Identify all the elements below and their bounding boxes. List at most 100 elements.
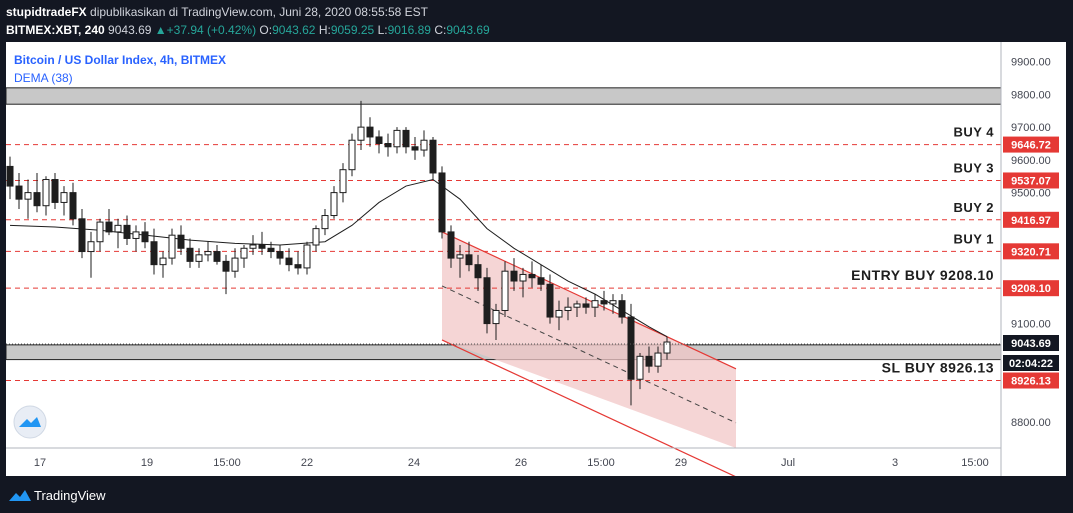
tradingview-brand[interactable]: TradingView	[34, 488, 106, 503]
candle-body	[105, 221, 113, 233]
level-price-badge	[1003, 243, 1059, 260]
y-tick-label: 9100.00	[1011, 319, 1051, 331]
candle-body	[312, 228, 320, 246]
candle-body	[555, 309, 563, 318]
candle-body	[276, 251, 284, 259]
candle-body	[240, 247, 248, 259]
candle-body	[222, 260, 230, 272]
candle-body	[24, 192, 32, 200]
channel-fill	[442, 231, 736, 448]
candle-body	[42, 179, 50, 207]
candle-body	[141, 231, 149, 243]
price-change: +37.94 (+0.42%)	[166, 23, 257, 37]
candle-body	[510, 270, 518, 282]
candle-body	[96, 221, 104, 243]
candle-body	[618, 300, 626, 318]
candle-body	[456, 254, 464, 259]
countdown-badge	[1003, 355, 1059, 371]
candle-body	[519, 273, 527, 282]
level-price-badge	[1003, 280, 1059, 297]
candle-body	[528, 273, 536, 279]
candlestick-chart[interactable]: 9900.00 9800.00 9700.00 9600.00 9500.00 9100.…	[5, 42, 1066, 478]
y-tick-label: 9600.00	[1011, 155, 1051, 167]
candle-body	[267, 247, 275, 253]
candle-body	[51, 179, 59, 203]
candle-body	[420, 139, 428, 151]
level-price-badge-text: 9208.10	[1011, 283, 1051, 295]
level-label: SL BUY 8926.13	[882, 360, 994, 376]
last-price: 9043.69	[108, 23, 152, 37]
tradingview-logo-icon[interactable]	[8, 487, 32, 503]
ohlc-legend: BITMEX:XBT, 240 9043.69 ▲+37.94 (+0.42%)…	[6, 23, 490, 37]
level-label: BUY 4	[953, 125, 994, 140]
candle-body	[195, 254, 203, 262]
candle-body	[492, 309, 500, 325]
x-tick-label: 29	[675, 457, 687, 469]
candle-body	[375, 136, 383, 145]
level-price-badge-text: 9646.72	[1011, 140, 1051, 152]
candle-body	[546, 283, 554, 318]
published-text: dipublikasikan di TradingView.com, Juni …	[90, 5, 429, 19]
candle-body	[393, 129, 401, 148]
candle-body	[69, 192, 77, 220]
x-tick-label: 15:00	[213, 457, 241, 469]
high-value: 9059.25	[330, 23, 375, 37]
symbol-label[interactable]: BITMEX:XBT, 240	[6, 23, 105, 37]
candle-body	[348, 139, 356, 171]
level-price-badge	[1003, 172, 1059, 189]
open-label: O:	[259, 23, 273, 37]
level-price-badge	[1003, 372, 1059, 389]
dema-line	[9, 178, 668, 338]
candle-body	[537, 277, 545, 285]
last-price-badge-text: 9043.69	[1011, 338, 1051, 350]
candle-body	[663, 341, 671, 354]
candle-body	[501, 270, 509, 311]
candle-body	[150, 241, 158, 266]
candle-body	[465, 254, 473, 266]
candle-body	[366, 126, 374, 138]
candle-body	[87, 241, 95, 253]
candle-body	[231, 257, 239, 272]
candle-body	[294, 264, 302, 269]
candle-body	[303, 244, 311, 269]
y-tick-label: 9800.00	[1011, 89, 1051, 101]
change-arrow-icon: ▲	[154, 23, 167, 37]
candle-body	[636, 355, 644, 380]
candle-body	[213, 251, 221, 262]
x-tick-label: 17	[34, 457, 46, 469]
candle-body	[564, 306, 572, 311]
candle-body	[114, 224, 122, 233]
candle-body	[438, 172, 446, 233]
last-price-badge	[1003, 335, 1059, 351]
candle-body	[123, 224, 131, 239]
candle-body	[132, 231, 140, 239]
footer-bar: TradingView	[0, 476, 1073, 513]
low-label: L:	[377, 23, 388, 37]
candle-body	[609, 300, 617, 305]
candle-body	[78, 218, 86, 253]
candle-body	[330, 192, 338, 217]
level-price-badge-text: 9416.97	[1011, 215, 1051, 227]
y-tick-label: 9500.00	[1011, 188, 1051, 200]
candle-body	[573, 303, 581, 308]
candle-body	[429, 139, 437, 174]
candle-body	[645, 355, 653, 367]
level-price-badge	[1003, 136, 1059, 153]
indicator-label: DEMA (38)	[14, 71, 73, 85]
chart-area[interactable]: 9900.00 9800.00 9700.00 9600.00 9500.00 9100.…	[5, 42, 1066, 478]
countdown-badge-text: 02:04:22	[1009, 358, 1053, 370]
x-tick-label: 15:00	[587, 457, 615, 469]
candle-body	[168, 234, 176, 259]
candle-body	[177, 234, 185, 249]
y-tick-label: 8800.00	[1011, 417, 1051, 429]
x-tick-label: 26	[515, 457, 527, 469]
candle-body	[33, 192, 41, 207]
level-label: BUY 2	[953, 200, 994, 215]
price-zone	[5, 87, 1002, 105]
candle-body	[447, 231, 455, 259]
low-value: 9016.89	[387, 23, 431, 37]
author-name[interactable]: stupidtradeFX	[6, 5, 87, 19]
x-tick-label: 22	[301, 457, 313, 469]
candle-body	[411, 146, 419, 151]
candle-body	[15, 185, 23, 200]
